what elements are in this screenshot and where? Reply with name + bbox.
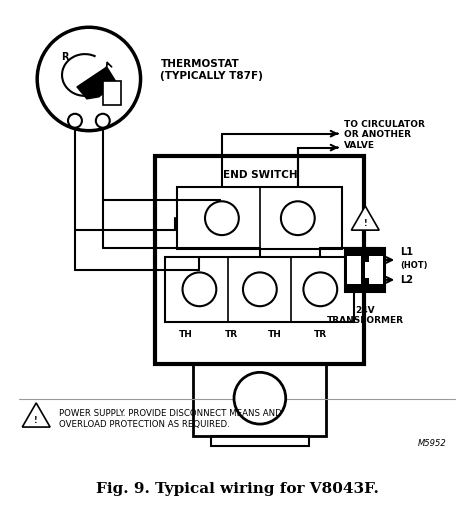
Text: L2: L2 [400,275,413,285]
Bar [211,436,309,446]
Bar [347,256,361,284]
Text: TH: TH [179,330,193,338]
Text: L1: L1 [400,247,413,257]
Text: END SWITCH: END SWITCH [223,171,297,180]
Circle shape [68,114,82,128]
Circle shape [303,272,337,306]
Text: TO CIRCULATOR
OR ANOTHER
VALVE: TO CIRCULATOR OR ANOTHER VALVE [345,120,425,150]
Bar [367,248,385,292]
Circle shape [205,201,239,235]
Text: TR: TR [225,330,238,338]
Bar [155,156,364,364]
Circle shape [281,201,315,235]
Bar [365,262,371,278]
Circle shape [182,272,216,306]
Bar [165,257,354,322]
Bar [177,187,342,249]
Polygon shape [77,67,117,99]
Text: 24V
TRANSFORMER: 24V TRANSFORMER [327,306,404,325]
Circle shape [243,272,277,306]
Circle shape [37,27,141,131]
Text: R: R [61,52,69,62]
Text: Fig. 9. Typical wiring for V8043F.: Fig. 9. Typical wiring for V8043F. [96,482,378,496]
Bar [369,256,383,284]
Text: !: ! [35,416,38,425]
Circle shape [96,114,110,128]
Text: M5952: M5952 [418,439,447,448]
Text: TH: TH [268,330,282,338]
Polygon shape [351,206,379,230]
Bar [103,81,121,105]
Bar [193,364,327,436]
Polygon shape [22,403,50,427]
Circle shape [234,373,286,424]
Text: !: ! [364,219,367,228]
Text: POWER SUPPLY. PROVIDE DISCONNECT MEANS AND
OVERLOAD PROTECTION AS REQUIRED.: POWER SUPPLY. PROVIDE DISCONNECT MEANS A… [59,409,282,429]
Text: TR: TR [314,330,327,338]
Bar [346,248,363,292]
Text: (HOT): (HOT) [400,262,428,270]
Text: THERMOSTAT
(TYPICALLY T87F): THERMOSTAT (TYPICALLY T87F) [161,59,264,80]
